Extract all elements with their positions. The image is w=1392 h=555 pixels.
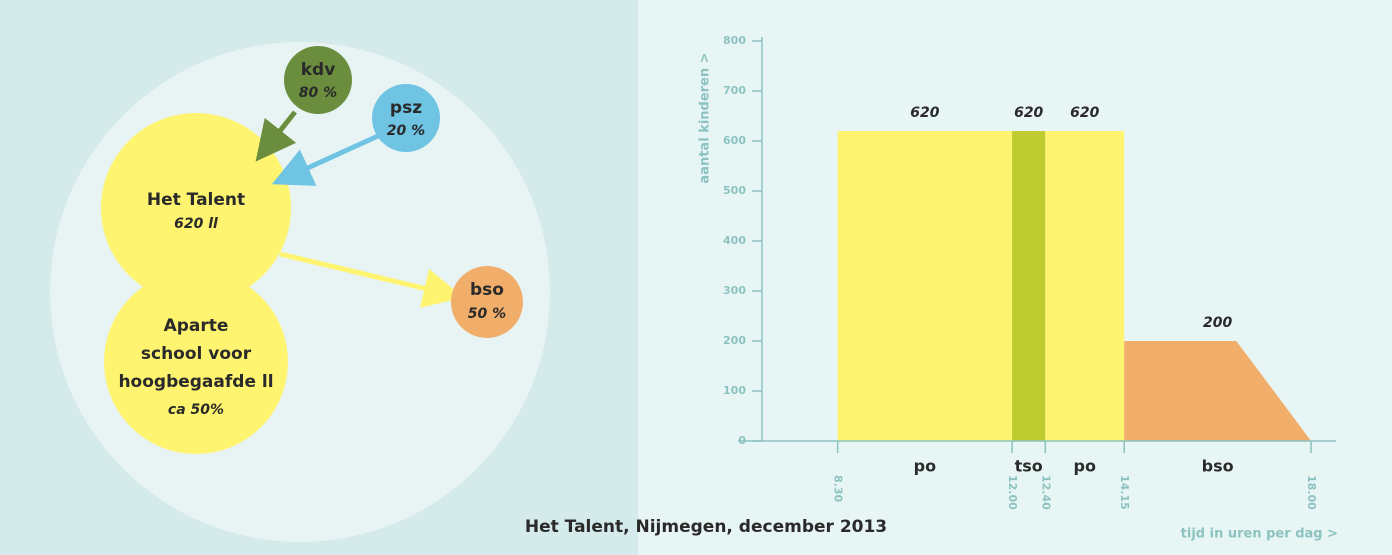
arrow xyxy=(255,110,297,162)
node-bso xyxy=(451,266,523,338)
caption: Het Talent, Nijmegen, december 2013 xyxy=(525,517,887,537)
node-sub: 50 % xyxy=(468,306,506,322)
y-tick-label: 600 xyxy=(723,134,746,147)
y-axis-label: aantal kinderen > xyxy=(698,52,713,183)
node-aparte xyxy=(104,270,288,454)
x-tick-label: 8.30 xyxy=(832,475,845,502)
y-tick-label: 400 xyxy=(723,234,746,247)
node-label: psz xyxy=(390,98,422,118)
category-label: bso xyxy=(1202,457,1234,476)
node-label: hoogbegaafde ll xyxy=(118,372,273,392)
x-tick-label: 12.40 xyxy=(1039,475,1052,510)
node-sub: 620 ll xyxy=(174,216,218,232)
value-label: 620 xyxy=(910,105,939,121)
node-label: Het Talent xyxy=(147,190,245,210)
value-label: 620 xyxy=(1070,105,1099,121)
category-label: po xyxy=(1074,457,1096,476)
category-label: po xyxy=(914,457,936,476)
area xyxy=(1012,131,1046,441)
node-kdv xyxy=(284,46,352,114)
node-sub: 80 % xyxy=(299,85,337,101)
x-axis-label: tijd in uren per dag > xyxy=(1181,527,1338,542)
x-tick-label: 14.15 xyxy=(1118,475,1131,510)
category-label: tso xyxy=(1015,457,1043,476)
x-tick-label: 12.00 xyxy=(1006,475,1019,510)
node-label: Aparte xyxy=(164,316,229,336)
y-tick-label: 200 xyxy=(723,334,746,347)
value-label: 620 xyxy=(1014,105,1043,121)
node-label: kdv xyxy=(301,60,336,80)
value-label: 200 xyxy=(1203,315,1232,331)
node-psz xyxy=(372,84,440,152)
area xyxy=(837,131,1013,441)
y-tick-label: 500 xyxy=(723,184,746,197)
node-sub: ca 50% xyxy=(168,402,224,418)
node-talent xyxy=(101,113,291,303)
area xyxy=(1124,341,1312,441)
arrow xyxy=(271,133,380,186)
y-tick-label: 0 xyxy=(738,434,746,447)
y-tick-label: 300 xyxy=(723,284,746,297)
arrow xyxy=(279,251,464,308)
node-sub: 20 % xyxy=(387,123,425,139)
y-tick-label: 100 xyxy=(723,384,746,397)
node-label: school voor xyxy=(141,344,252,364)
y-tick-label: 700 xyxy=(723,84,746,97)
node-label: bso xyxy=(470,280,504,300)
area xyxy=(1045,131,1125,441)
x-tick-label: 18.00 xyxy=(1305,475,1318,510)
y-tick-label: 800 xyxy=(723,34,746,47)
